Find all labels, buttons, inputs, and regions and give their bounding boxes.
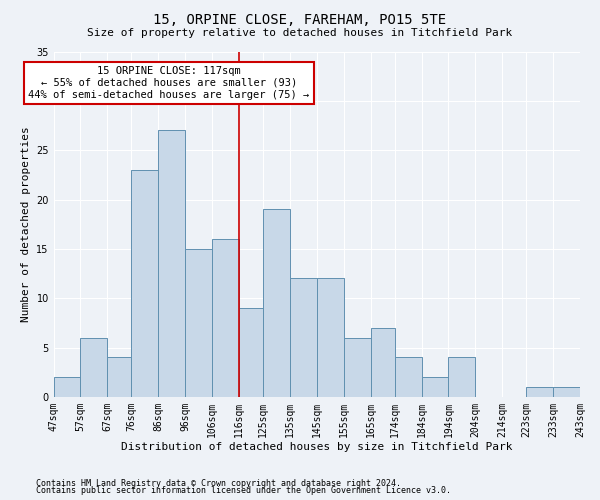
Bar [580,387,600,397]
Bar [371,328,395,397]
Bar [212,239,239,397]
Y-axis label: Number of detached properties: Number of detached properties [20,126,31,322]
Text: Contains public sector information licensed under the Open Government Licence v3: Contains public sector information licen… [36,486,451,495]
Bar [448,358,475,397]
Bar [239,308,263,397]
Bar [53,377,80,397]
Bar [263,210,290,397]
Bar [344,338,371,397]
Bar [80,338,107,397]
Bar [290,278,317,397]
Bar [107,358,131,397]
Bar [158,130,185,397]
Bar [131,170,158,397]
Text: 15 ORPINE CLOSE: 117sqm
← 55% of detached houses are smaller (93)
44% of semi-de: 15 ORPINE CLOSE: 117sqm ← 55% of detache… [28,66,310,100]
Bar [553,387,580,397]
Text: Size of property relative to detached houses in Titchfield Park: Size of property relative to detached ho… [88,28,512,38]
Bar [185,249,212,397]
X-axis label: Distribution of detached houses by size in Titchfield Park: Distribution of detached houses by size … [121,442,512,452]
Bar [526,387,553,397]
Text: Contains HM Land Registry data © Crown copyright and database right 2024.: Contains HM Land Registry data © Crown c… [36,478,401,488]
Bar [317,278,344,397]
Bar [422,377,448,397]
Bar [395,358,422,397]
Text: 15, ORPINE CLOSE, FAREHAM, PO15 5TE: 15, ORPINE CLOSE, FAREHAM, PO15 5TE [154,12,446,26]
